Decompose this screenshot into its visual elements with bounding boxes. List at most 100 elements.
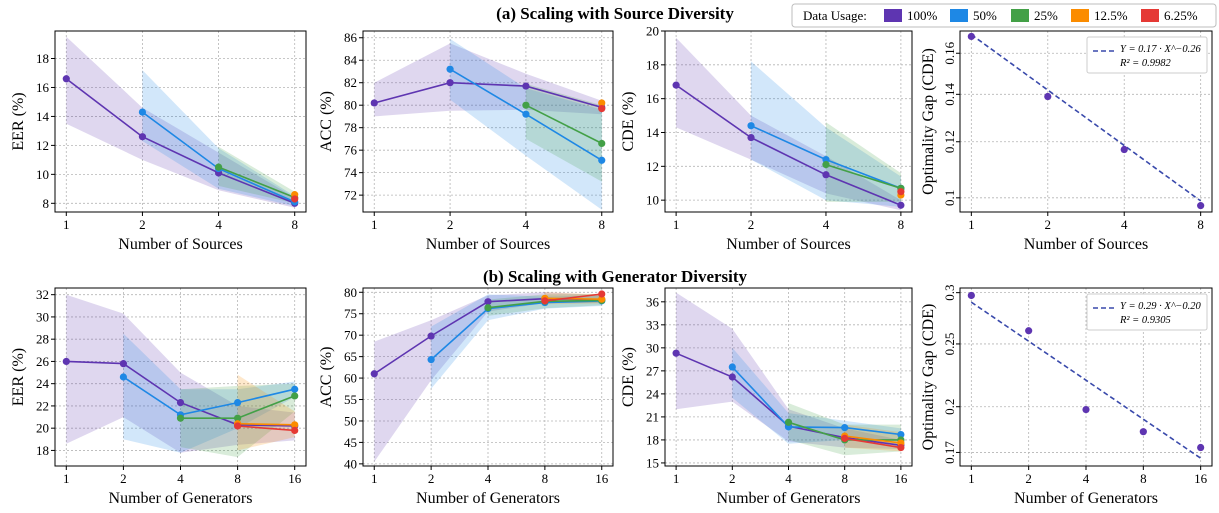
chart-panel-2: 1 2 4 8 72 74 76 78 80 82 84 86 Number of Sources ACC…	[318, 30, 614, 253]
point-25%	[214, 163, 223, 171]
legend-swatch-2	[950, 9, 968, 22]
series-line-25%	[825, 163, 902, 190]
x-tick-label: 8	[841, 471, 848, 486]
point-6.25%	[897, 188, 905, 196]
band-50%	[450, 38, 602, 210]
y-tick-label: 84	[344, 53, 358, 68]
fit-legend: Y = 0.17 · X^−0.26 R² = 0.9982	[1086, 36, 1208, 74]
point-100%	[62, 357, 70, 366]
x-tick-label: 2	[729, 471, 736, 486]
series-line-25%	[218, 166, 295, 199]
point-100%	[427, 332, 435, 340]
x-tick-label: 8	[291, 217, 298, 232]
plot-area	[370, 290, 606, 462]
x-tick-label: 1	[673, 471, 680, 486]
x-tick-label: 2	[447, 217, 454, 232]
y-tick-label: 50	[344, 413, 357, 428]
x-tick-label: 1	[673, 217, 680, 232]
x-tick-label: 4	[215, 217, 222, 232]
y-tick-label: 20	[646, 24, 659, 39]
point-50%	[822, 155, 830, 164]
plot-area	[672, 292, 905, 456]
plot-area	[62, 294, 299, 458]
fit-legend: Y = 0.29 · X^−0.20 R² = 0.9305	[1086, 293, 1208, 331]
x-tick-label: 4	[823, 217, 830, 232]
y-tick-label: 55	[344, 392, 357, 407]
y-tick-label: 21	[646, 409, 659, 424]
legend-label-4: 12.5%	[1094, 8, 1128, 23]
y-tick-label: 10	[36, 167, 49, 182]
x-tick-label: 2	[1045, 217, 1052, 232]
x-tick-label: 8	[898, 217, 905, 232]
y-tick-label: 32	[36, 287, 49, 302]
axes-frame	[54, 30, 307, 213]
series-line-50%	[122, 376, 295, 416]
point-25%	[484, 304, 492, 312]
y-tick-label: 80	[344, 98, 357, 113]
x-axis-label: Number of Sources	[1024, 236, 1148, 253]
series-line-100%	[374, 81, 603, 109]
fit-legend-frame	[1086, 36, 1208, 74]
y-tick-label: 0.25	[942, 333, 957, 356]
series-line-100%	[65, 78, 295, 205]
band-50%	[123, 333, 295, 453]
band-50%	[751, 61, 901, 207]
band-50%	[732, 347, 901, 444]
point-100%	[728, 373, 736, 381]
point-6.25%	[897, 443, 905, 452]
y-tick-label: 16	[36, 80, 50, 95]
y-tick-label: 10	[646, 193, 659, 208]
point-100%	[370, 370, 378, 378]
point-100%	[62, 75, 70, 83]
x-tick-label: 16	[894, 471, 908, 486]
grid	[55, 31, 306, 212]
y-tick-label: 36	[646, 294, 660, 309]
series-line-12.5%	[237, 422, 295, 426]
point-50%	[841, 424, 849, 432]
y-axis-label: EER (%)	[10, 92, 27, 150]
point-100%	[138, 133, 147, 141]
point-100%	[747, 133, 755, 142]
point-100%	[672, 349, 680, 357]
point-50%	[446, 65, 454, 73]
y-tick-label: 74	[344, 165, 358, 180]
fit-equation: Y = 0.17 · X^−0.26	[1120, 44, 1201, 55]
x-tick-label: 1	[371, 471, 378, 486]
y-tick-label: 24	[646, 386, 660, 401]
x-axis-label: Number of Generators	[109, 490, 253, 507]
y-axis-label: Optimality Gap (CDE)	[920, 48, 937, 195]
band-100%	[676, 37, 901, 211]
point-6.25%	[291, 195, 299, 203]
point-25%	[822, 161, 830, 169]
y-axis-label: EER (%)	[10, 348, 27, 406]
point-12.5%	[291, 421, 299, 429]
legend-swatch-3	[1011, 9, 1029, 22]
band-100%	[374, 43, 602, 117]
x-tick-label: 1	[63, 217, 70, 232]
y-tick-label: 72	[344, 188, 357, 203]
y-tick-label: 14	[36, 109, 50, 124]
y-tick-label: 18	[646, 57, 659, 72]
series-line-12.5%	[544, 297, 602, 300]
legend-title: Data Usage:	[803, 8, 867, 23]
point-50%	[598, 156, 606, 164]
x-tick-label: 4	[785, 471, 792, 486]
y-tick-label: 70	[344, 328, 357, 343]
y-tick-label: 65	[344, 349, 357, 364]
scatter-point	[1139, 428, 1147, 436]
y-axis-label: Optimality Gap (CDE)	[920, 304, 937, 451]
y-tick-label: 27	[646, 363, 660, 378]
chart-panel-6: 1 2 4 8 16 40 45 50 55 60 65 70 75 80 Number of Genera…	[318, 285, 614, 507]
y-tick-label: 76	[344, 143, 358, 158]
x-tick-label: 16	[1194, 471, 1208, 486]
legend-swatch-4	[1071, 9, 1089, 22]
point-100%	[522, 82, 530, 90]
y-tick-label: 0.2	[942, 399, 957, 415]
point-50%	[427, 356, 435, 364]
x-tick-label: 1	[63, 471, 70, 486]
series-line-12.5%	[844, 435, 901, 444]
x-tick-label: 1	[371, 217, 378, 232]
plot-area	[967, 291, 1205, 459]
scatter-point	[967, 32, 975, 41]
